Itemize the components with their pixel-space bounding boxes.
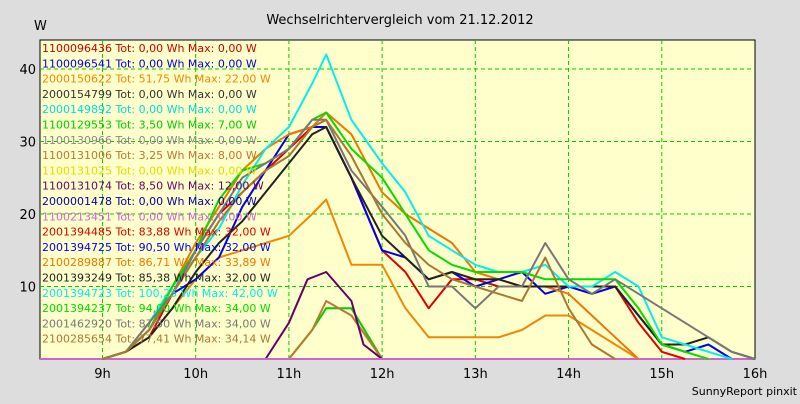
legend-entry-8: 1100131006 Tot: 3,25 Wh Max: 8,00 W — [42, 149, 257, 162]
grid-lines — [40, 40, 755, 359]
series-line-8 — [288, 300, 383, 360]
chart-footer: SunnyReport pinxit — [692, 385, 798, 398]
legend-entry-14: 2001394725 Tot: 90,50 Wh Max: 32,00 W — [42, 241, 271, 254]
y-tick-label: 20 — [19, 208, 36, 223]
series-line-10 — [264, 271, 383, 360]
x-tick-label: 13h — [463, 367, 488, 382]
legend-entry-1: 1100096436 Tot: 0,00 Wh Max: 0,00 W — [42, 42, 257, 55]
legend-entry-11: 2000001478 Tot: 0,00 Wh Max: 0,00 W — [42, 195, 257, 208]
x-tick-label: 15h — [649, 367, 674, 382]
legend-entry-18: 2001394237 Tot: 94,00 Wh Max: 34,00 W — [42, 302, 271, 315]
legend-entry-6: 1100129553 Tot: 3,50 Wh Max: 7,00 W — [42, 119, 257, 132]
series-line-20 — [102, 118, 616, 360]
y-tick-label: 10 — [19, 281, 36, 296]
legend-entry-15: 2100289887 Tot: 86,71 Wh Max: 33,89 W — [42, 256, 271, 269]
legend-entry-20: 2100285654 Tot: 77,41 Wh Max: 34,14 W — [42, 333, 271, 346]
series-line-16 — [102, 126, 756, 360]
y-axis-label: W — [34, 19, 47, 34]
legend-entry-12: 1100213451 Tot: 0,00 Wh Max: 0,00 W — [42, 210, 257, 223]
y-tick-label: 40 — [19, 63, 36, 78]
series-line-17 — [102, 53, 732, 360]
legend-entry-3: 2000150622 Tot: 51,75 Wh Max: 22,00 W — [42, 73, 271, 86]
legend-entry-9: 1100131025 Tot: 0,00 Wh Max: 0,00 W — [42, 164, 257, 177]
chart-title: Wechselrichtervergleich vom 21.12.2012 — [266, 13, 533, 28]
series-line-19 — [102, 118, 756, 360]
legend-entry-16: 2001393249 Tot: 85,38 Wh Max: 32,00 W — [42, 272, 271, 285]
series-lines — [40, 53, 756, 360]
x-tick-label: 14h — [556, 367, 581, 382]
x-tick-label: 12h — [370, 367, 395, 382]
legend-entry-19: 2001462920 Tot: 87,50 Wh Max: 34,00 W — [42, 317, 271, 330]
legend-entry-5: 2000149892 Tot: 0,00 Wh Max: 0,00 W — [42, 103, 257, 116]
y-tick-label: 30 — [19, 136, 36, 151]
x-tick-label: 10h — [183, 367, 208, 382]
legend-entry-2: 1100096541 Tot: 0,00 Wh Max: 0,00 W — [42, 57, 257, 70]
x-tick-label: 16h — [743, 367, 768, 382]
legend-entry-17: 2001394723 Tot: 100,25 Wh Max: 42,00 W — [42, 287, 278, 300]
legend: 1100096436 Tot: 0,00 Wh Max: 0,00 W 11000… — [42, 42, 278, 346]
axis-labels: 10 20 30 40 9h 10h 11h 12h 13h 14h 15h 16h — [19, 63, 767, 382]
legend-entry-13: 2001394485 Tot: 83,88 Wh Max: 32,00 W — [42, 226, 271, 239]
series-line-3 — [102, 198, 640, 360]
legend-entry-7: 1100130966 Tot: 0,00 Wh Max: 0,00 W — [42, 134, 257, 147]
x-tick-label: 9h — [94, 367, 111, 382]
legend-entry-4: 2000154799 Tot: 0,00 Wh Max: 0,00 W — [42, 88, 257, 101]
legend-entry-10: 1100131074 Tot: 8,50 Wh Max: 12,00 W — [42, 180, 264, 193]
x-tick-label: 11h — [277, 367, 302, 382]
series-line-18 — [102, 111, 709, 360]
